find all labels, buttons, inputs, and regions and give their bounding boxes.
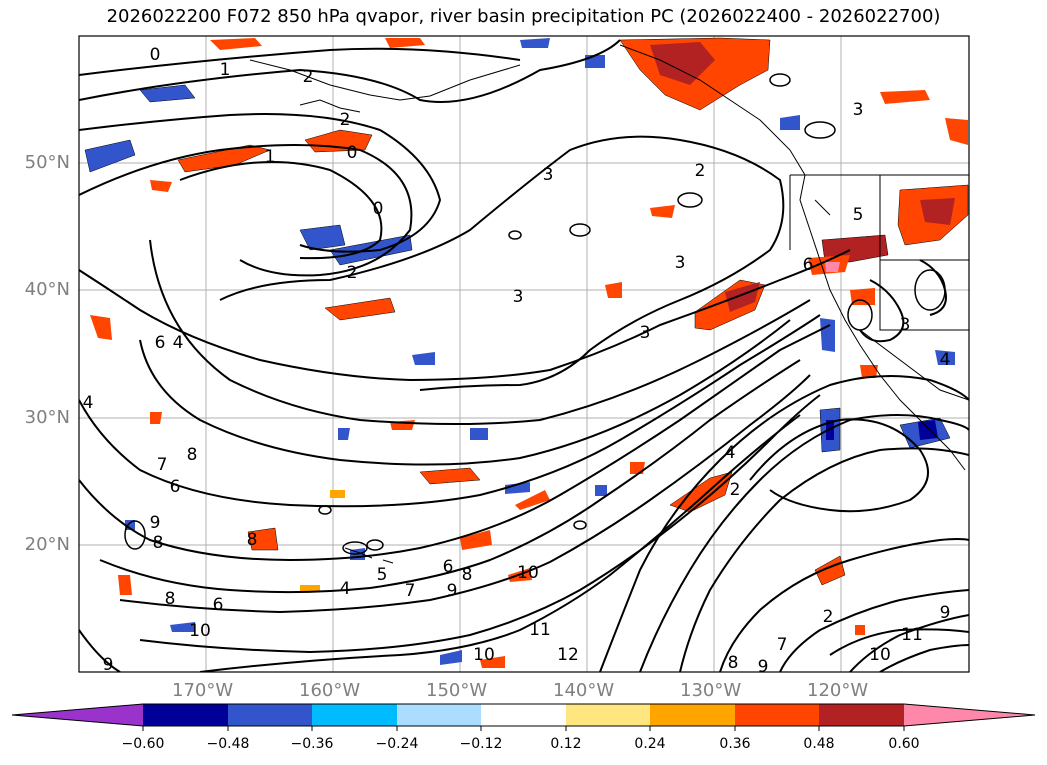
contour-label: 0 xyxy=(150,45,161,65)
qvapor-contours xyxy=(79,39,969,672)
colorbar xyxy=(11,703,1036,731)
map-frame xyxy=(78,35,970,673)
contour-label: 9 xyxy=(150,513,161,533)
colorbar-tick-label: −0.12 xyxy=(459,736,503,752)
positive-anomaly-patches xyxy=(90,37,969,668)
lon-label: 170°W xyxy=(172,680,234,701)
contour-label: 1 xyxy=(265,147,276,167)
contour-label: 4 xyxy=(340,579,351,599)
contour-label: 6 xyxy=(803,255,814,275)
coastlines xyxy=(249,44,969,564)
contour-label: 2 xyxy=(695,161,706,181)
map-title: 2026022200 F072 850 hPa qvapor, river ba… xyxy=(106,6,941,27)
grid-lines xyxy=(79,36,969,672)
contour-label: 7 xyxy=(405,581,416,601)
colorbar-under-triangle xyxy=(12,704,143,726)
colorbar-tick-label: −0.24 xyxy=(375,736,419,752)
contour-label: 3 xyxy=(900,315,911,335)
contour-label: 7 xyxy=(777,635,788,655)
contour-label: 10 xyxy=(869,645,891,665)
contour-label: 8 xyxy=(187,445,198,465)
lon-label: 130°W xyxy=(680,680,742,701)
colorbar-tick-label: 0.12 xyxy=(550,736,582,752)
contour-label: 8 xyxy=(165,589,176,609)
colorbar-tick-label: 0.48 xyxy=(803,736,835,752)
colorbar-segment xyxy=(566,704,650,726)
contour-label: 5 xyxy=(853,205,864,225)
map-background xyxy=(79,36,969,672)
contour-label: 4 xyxy=(725,443,736,463)
colorbar-tick-label: −0.60 xyxy=(121,736,165,752)
contour-label: 6 xyxy=(213,595,224,615)
colorbar-tick-label: 0.24 xyxy=(634,736,666,752)
contour-label: 10 xyxy=(473,645,495,665)
colorbar-tick-label: −0.48 xyxy=(206,736,250,752)
negative-anomaly-patches xyxy=(84,38,955,665)
lon-label: 120°W xyxy=(807,680,869,701)
colorbar-segment xyxy=(735,704,819,726)
small-contour-loops xyxy=(124,73,946,555)
contour-label: 0 xyxy=(347,143,358,163)
contour-label: 6 xyxy=(170,477,181,497)
lon-label: 150°W xyxy=(426,680,488,701)
contour-label: 12 xyxy=(557,645,579,665)
lon-label: 160°W xyxy=(299,680,361,701)
contour-label: 9 xyxy=(758,657,769,677)
contour-label: 11 xyxy=(529,620,551,640)
colorbar-segment xyxy=(819,704,904,726)
colorbar-segment xyxy=(481,704,566,726)
contour-label: 4 xyxy=(173,333,184,353)
colorbar-segment xyxy=(650,704,735,726)
contour-label: 2 xyxy=(347,263,358,283)
contour-label: 10 xyxy=(517,563,539,583)
contour-label: 9 xyxy=(447,581,458,601)
lon-label: 140°W xyxy=(553,680,615,701)
contour-label: 2 xyxy=(823,607,834,627)
contour-label: 5 xyxy=(377,565,388,585)
colorbar-tick-label: 0.60 xyxy=(888,736,920,752)
contour-label-group: 0 1 2 2 0 1 0 3 2 3 3 3 2 5 6 3 4 6 4 7 … xyxy=(83,45,951,677)
colorbar-segment xyxy=(143,704,228,726)
contour-label: 2 xyxy=(340,110,351,130)
colorbar-segment xyxy=(397,704,481,726)
contour-label: 0 xyxy=(373,199,384,219)
contour-label: 1 xyxy=(220,60,231,80)
contour-label: 10 xyxy=(189,621,211,641)
contour-label: 8 xyxy=(462,565,473,585)
contour-label: 8 xyxy=(728,653,739,673)
lat-label: 50°N xyxy=(24,152,70,173)
contour-label: 4 xyxy=(940,350,951,370)
colorbar-tick-label: −0.36 xyxy=(290,736,334,752)
contour-label: 4 xyxy=(83,393,94,413)
contour-label: 3 xyxy=(640,323,651,343)
contour-label: 8 xyxy=(153,533,164,553)
lat-label: 20°N xyxy=(24,534,70,555)
colorbar-segment xyxy=(228,704,312,726)
contour-label: 8 xyxy=(247,530,258,550)
contour-label: 2 xyxy=(303,67,314,87)
contour-label: 6 xyxy=(155,333,166,353)
lat-label: 30°N xyxy=(24,407,70,428)
contour-label: 11 xyxy=(901,625,923,645)
contour-label: 7 xyxy=(157,455,168,475)
contour-label: 9 xyxy=(940,603,951,623)
contour-label: 3 xyxy=(543,165,554,185)
contour-label: 2 xyxy=(730,480,741,500)
contour-label: 3 xyxy=(675,253,686,273)
contour-label: 3 xyxy=(513,287,524,307)
colorbar-segment xyxy=(312,704,397,726)
colorbar-tick-label: 0.36 xyxy=(719,736,751,752)
lat-label: 40°N xyxy=(24,279,70,300)
contour-label: 3 xyxy=(853,100,864,120)
contour-label: 6 xyxy=(443,557,454,577)
contour-label: 9 xyxy=(103,655,114,675)
colorbar-over-triangle xyxy=(904,704,1035,726)
